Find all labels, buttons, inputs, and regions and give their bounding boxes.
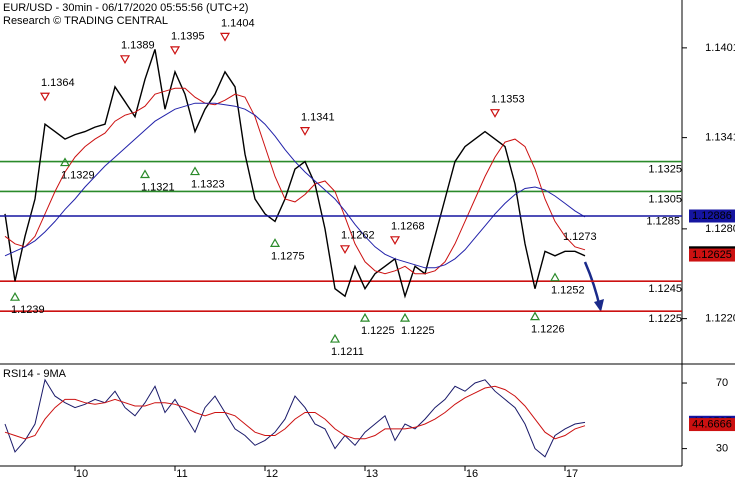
high-label: 1.1395	[171, 31, 205, 43]
price-box-label: 1.12625	[692, 249, 732, 261]
x-tick-label: 17	[566, 468, 578, 480]
chart-subtitle: Research © TRADING CENTRAL	[3, 15, 168, 27]
high-marker	[39, 92, 51, 102]
series-line	[4, 102, 586, 269]
high-label: 1.1364	[41, 77, 75, 89]
y-tick-label: 1.1220	[705, 313, 735, 325]
x-tick-label: 11	[176, 468, 187, 480]
high-label: 1.1389	[121, 40, 155, 52]
low-marker	[529, 311, 541, 321]
high-label: 1.1341	[301, 112, 335, 124]
low-label: 1.1252	[551, 285, 585, 297]
high-label: 1.1353	[491, 94, 525, 106]
price-box	[689, 209, 735, 223]
low-label: 1.1225	[361, 325, 395, 337]
high-marker	[169, 46, 181, 56]
price-box	[689, 248, 735, 262]
high-marker	[299, 127, 311, 136]
high-marker	[489, 109, 501, 118]
y-tick-label: 1.1341	[705, 132, 735, 144]
low-label: 1.1225	[401, 325, 435, 337]
low-label: 1.1239	[11, 304, 45, 316]
low-marker	[359, 312, 371, 322]
series-line	[4, 378, 586, 458]
y-tick-label: 30	[716, 443, 728, 455]
level-label: 1.1305	[648, 193, 682, 205]
low-marker	[9, 291, 21, 301]
rsi-title: RSI14 - 9MA	[3, 368, 67, 380]
y-tick-label: 1.1280	[705, 223, 735, 235]
low-label: 1.1321	[141, 181, 175, 193]
x-tick-label: 10	[76, 468, 88, 480]
note-label: 1.1273	[563, 231, 597, 243]
x-tick-label: 12	[266, 468, 278, 480]
low-label: 1.1226	[531, 324, 565, 336]
level-label: 1.1225	[648, 313, 682, 325]
high-label: 1.1404	[221, 17, 255, 29]
high-marker	[219, 32, 231, 42]
low-marker	[549, 272, 561, 282]
high-marker	[119, 55, 131, 65]
low-label: 1.1211	[331, 346, 364, 358]
chart-title: EUR/USD - 30min - 06/17/2020 05:55:56 (U…	[3, 2, 248, 14]
low-marker	[189, 166, 201, 176]
level-label: 1.1245	[648, 283, 682, 295]
price-box-label: 1.12886	[692, 210, 732, 222]
price-box-label: 44.6666	[692, 418, 732, 430]
high-label: 1.1262	[341, 230, 375, 242]
forecast-arrow-head	[594, 299, 604, 312]
low-label: 1.1323	[191, 178, 225, 190]
low-marker	[399, 312, 411, 322]
low-label: 1.1329	[61, 169, 95, 181]
low-marker	[139, 169, 151, 179]
series-line	[4, 87, 586, 275]
low-marker	[269, 238, 281, 247]
low-marker	[59, 157, 71, 167]
note-label: 1.1285	[646, 215, 680, 227]
series-line	[4, 385, 586, 440]
y-tick-label: 70	[716, 377, 728, 389]
x-tick-label: 13	[366, 468, 378, 480]
high-marker	[339, 245, 351, 255]
low-label: 1.1275	[271, 250, 305, 262]
level-label: 1.1325	[648, 163, 682, 175]
x-tick-label: 16	[466, 468, 478, 480]
high-label: 1.1268	[391, 221, 425, 233]
low-marker	[329, 333, 341, 343]
series-line	[4, 49, 586, 299]
price-box	[689, 418, 735, 432]
high-marker	[389, 236, 401, 246]
